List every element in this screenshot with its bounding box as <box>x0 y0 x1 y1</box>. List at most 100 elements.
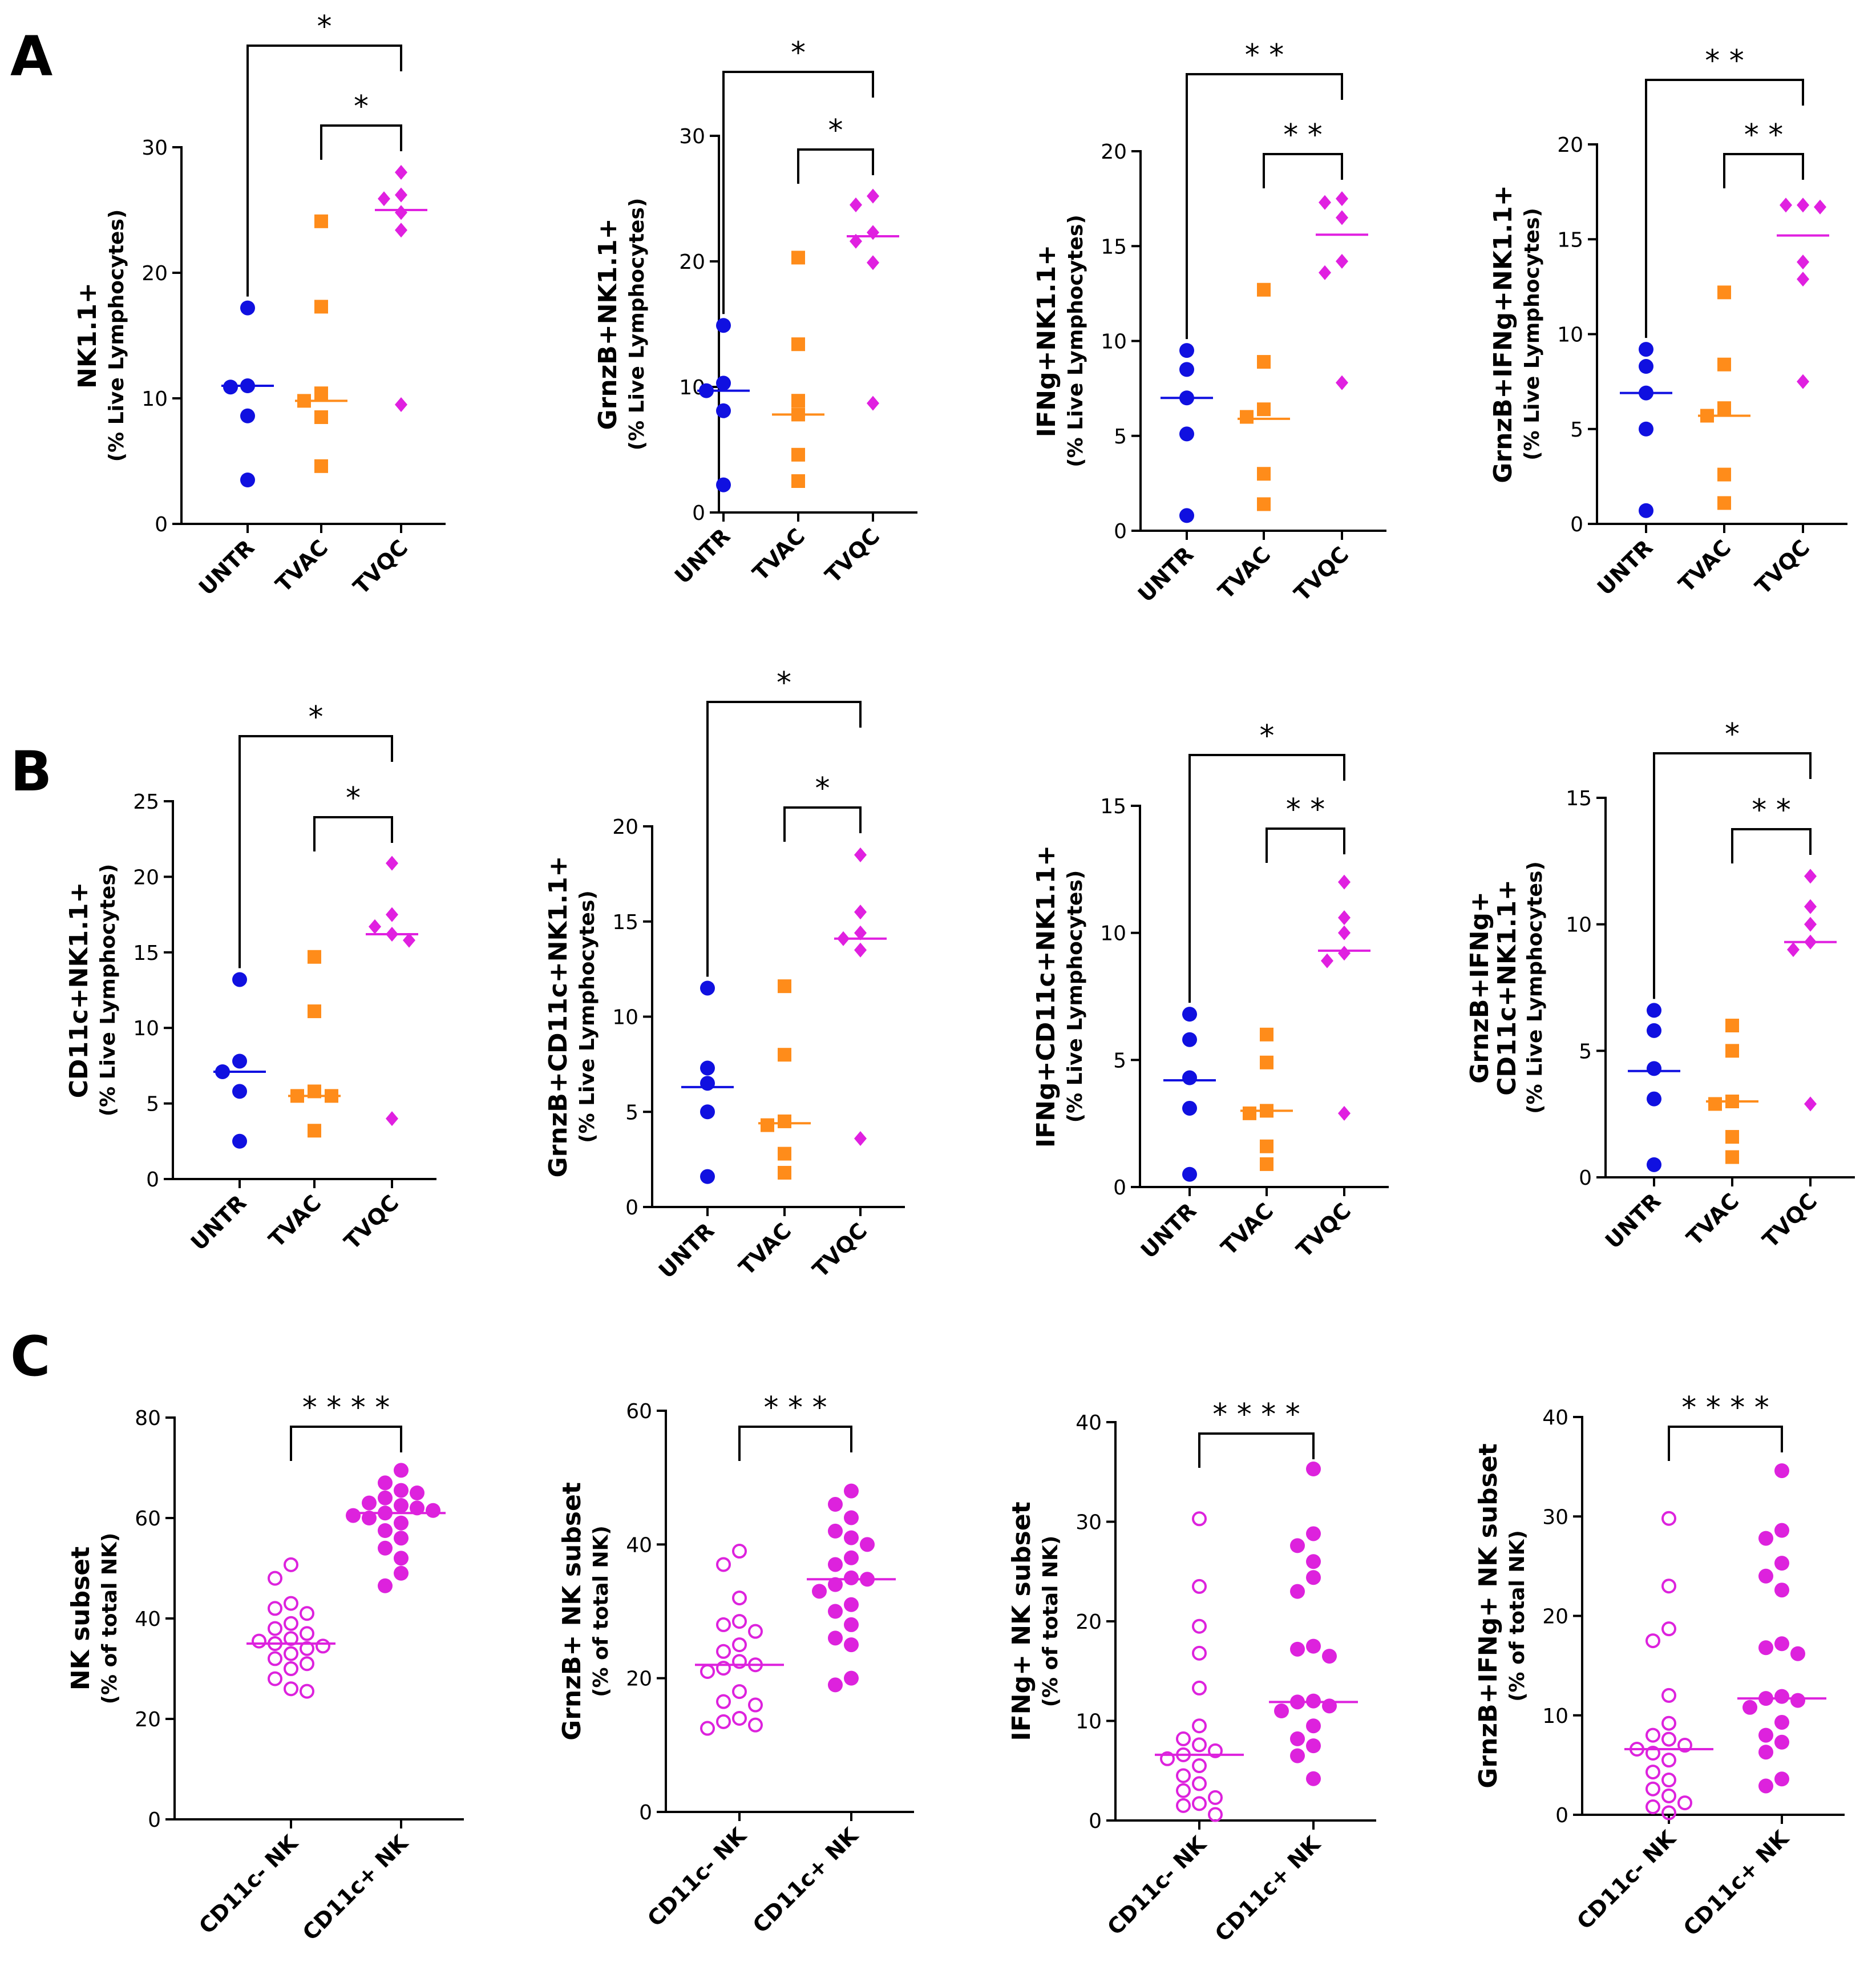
y-tick-label: 40 <box>1076 1411 1102 1435</box>
y-tick-label: 10 <box>612 1006 638 1030</box>
data-point <box>1306 1718 1321 1734</box>
panel-label-b: B <box>10 740 52 804</box>
data-point <box>1645 1727 1660 1743</box>
data-point <box>854 942 867 958</box>
y-axis-subtitle: (% of total NK) <box>98 1533 122 1705</box>
data-point <box>732 1614 747 1629</box>
data-point <box>1774 1523 1789 1538</box>
data-point <box>1725 1044 1739 1058</box>
y-tick-label: 15 <box>1557 228 1583 252</box>
data-point <box>1645 1781 1660 1797</box>
significance-label: * * <box>1705 44 1744 78</box>
significance-label: * * <box>1286 793 1325 827</box>
data-point <box>828 1497 843 1512</box>
significance-label: * * <box>1752 793 1791 827</box>
data-point <box>378 1490 393 1505</box>
data-point <box>1257 282 1271 297</box>
y-tick-label: 20 <box>1542 1605 1568 1629</box>
y-tick-label: 40 <box>1542 1406 1568 1430</box>
data-point <box>778 1048 791 1062</box>
y-tick-label: 10 <box>1100 922 1126 946</box>
data-point <box>791 394 805 408</box>
data-point <box>732 1544 747 1559</box>
data-point <box>778 1114 791 1128</box>
data-point <box>1338 925 1351 940</box>
data-point <box>386 1111 398 1127</box>
data-point <box>1717 357 1731 372</box>
data-point <box>1639 359 1653 374</box>
data-point <box>854 847 867 863</box>
x-tick-label: CD11c- NK <box>1102 1831 1211 1940</box>
y-axis-title: NK1.1+ <box>73 282 102 389</box>
x-tick-label: TVQC <box>1758 1188 1822 1253</box>
data-point <box>240 473 255 487</box>
data-point <box>395 397 407 412</box>
significance-label: * <box>777 666 791 700</box>
data-point <box>1804 1096 1817 1112</box>
significance-label: * <box>1725 717 1740 752</box>
data-point <box>828 1577 843 1592</box>
x-tick-label: UNTR <box>670 523 735 588</box>
y-tick-label: 0 <box>625 1196 638 1220</box>
data-point <box>223 380 238 395</box>
data-point <box>1182 1032 1197 1047</box>
y-axis-title: GrnzB+ NK subset <box>557 1482 587 1741</box>
data-point <box>252 1633 266 1649</box>
y-tick-label: 20 <box>1557 134 1583 157</box>
data-point <box>1774 1771 1789 1787</box>
data-point <box>844 1637 859 1653</box>
y-axis-subtitle: (% Live Lymphocytes) <box>1523 861 1547 1114</box>
data-point <box>1192 1511 1207 1527</box>
data-point <box>268 1651 282 1666</box>
data-point <box>1661 1621 1676 1637</box>
significance-bracket <box>1263 153 1343 188</box>
data-point <box>395 223 407 238</box>
data-point <box>1661 1688 1676 1703</box>
data-point <box>1290 1731 1305 1746</box>
y-tick-label: 15 <box>1100 795 1126 818</box>
significance-bracket <box>738 1426 852 1461</box>
data-point <box>791 251 805 265</box>
significance-bracket <box>783 806 862 842</box>
y-tick-label: 15 <box>612 911 638 934</box>
data-point <box>700 1169 715 1184</box>
data-point <box>386 855 398 871</box>
x-tick-label: TVQC <box>349 535 413 599</box>
data-point <box>268 1671 282 1686</box>
y-tick-label: 20 <box>612 816 638 839</box>
x-tick-label: CD11c- NK <box>642 1822 751 1931</box>
data-point <box>1179 343 1194 358</box>
data-point <box>378 1578 393 1593</box>
significance-label: * <box>346 781 361 816</box>
data-point <box>1758 1640 1773 1656</box>
y-tick-label: 30 <box>1076 1511 1102 1535</box>
y-tick-label: 10 <box>1566 914 1592 937</box>
significance-label: * <box>828 114 843 148</box>
data-point <box>1804 899 1817 914</box>
data-point <box>308 1004 321 1019</box>
data-point <box>1645 1633 1660 1649</box>
data-point <box>300 1606 314 1621</box>
chart-4: 0 5 10 15 20 UNTR TVAC TVQC GrnzB+IFNg+NK1.1+ (% … <box>1489 44 1847 600</box>
data-point <box>1804 869 1817 884</box>
data-point <box>1192 1645 1207 1661</box>
y-tick-label: 20 <box>679 251 705 274</box>
data-point <box>346 1508 361 1523</box>
data-point <box>1192 1718 1207 1734</box>
data-point <box>1319 195 1331 210</box>
data-point <box>232 1133 247 1149</box>
data-point <box>1192 1618 1207 1634</box>
y-axis-subtitle: (% Live Lymphocytes) <box>576 890 599 1143</box>
y-tick-label: 0 <box>1089 1810 1102 1833</box>
data-point <box>844 1597 859 1612</box>
data-point <box>1336 375 1348 390</box>
y-tick-label: 0 <box>1114 520 1127 543</box>
data-point <box>1306 1462 1321 1477</box>
y-tick-label: 0 <box>148 1809 161 1832</box>
x-tick-label: CD11c+ NK <box>1679 1825 1794 1941</box>
data-point <box>716 403 731 418</box>
data-point <box>1647 1157 1661 1172</box>
data-point <box>378 191 390 207</box>
chart-6: 0 5 10 15 20 UNTR TVAC TVQC GrnzB+CD11c+NK1.1+ (%… <box>544 666 905 1283</box>
